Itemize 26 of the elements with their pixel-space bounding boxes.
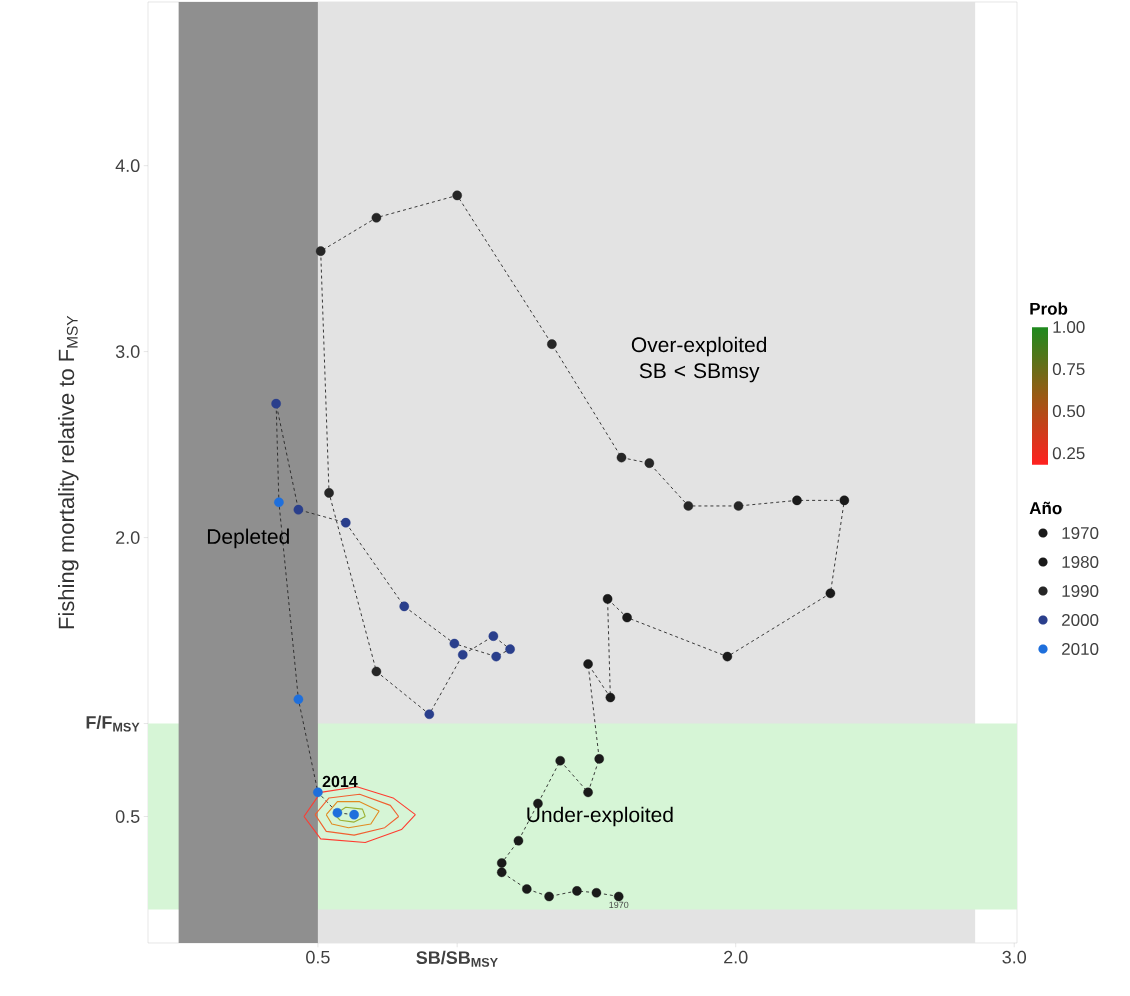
y-tick-label: 4.0 <box>115 159 140 173</box>
annotation: 1970 <box>609 901 629 909</box>
x-tick-label: 3.0 <box>1002 950 1027 964</box>
x-tick-label: SB/SB$_{MSY}$ <box>416 950 498 967</box>
y-tick-label: F/F$_{MSY}$ <box>86 715 140 732</box>
x-tick-label: 0.5 <box>306 950 330 964</box>
legend-label: 1990 <box>1062 584 1099 598</box>
color-bar-label: 0.50 <box>1052 405 1085 418</box>
y-tick-label: 3.0 <box>115 345 140 358</box>
color-bar-label: 0.25 <box>1052 447 1085 460</box>
color-bar-label: 0.75 <box>1052 363 1085 376</box>
legend-label: 2000 <box>1062 613 1099 627</box>
legend-label: 2010 <box>1062 642 1099 656</box>
x-tick-label: 2.0 <box>724 950 748 964</box>
y-tick-label: 0.5 <box>115 810 140 823</box>
color-bar-label: 1.00 <box>1053 320 1085 334</box>
y-axis-title: Fishing mortality relative to F$_{MSY}$ <box>58 315 79 629</box>
band-label: Under-exploited <box>527 806 673 827</box>
annotation: 2014 <box>322 775 358 788</box>
color-bar-title: Prob <box>1030 302 1068 315</box>
band-label: Depleted <box>207 528 289 549</box>
legend-title: Año <box>1029 501 1062 515</box>
band-label: Over-exploited SB < SBmsy <box>631 336 767 383</box>
y-tick-label: 2.0 <box>116 531 140 544</box>
legend-label: 1970 <box>1062 526 1099 540</box>
legend-label: 1980 <box>1062 555 1099 569</box>
